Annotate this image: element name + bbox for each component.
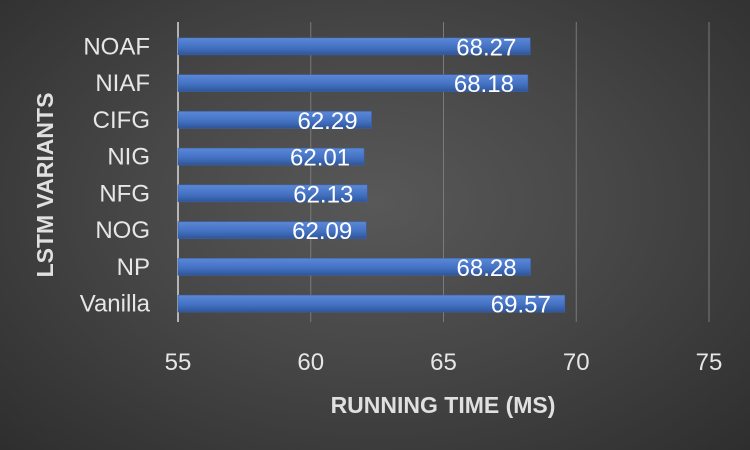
data-label: 62.29 — [297, 108, 357, 135]
category-label: Vanilla — [80, 291, 151, 318]
bar-nig — [177, 147, 365, 166]
data-label: 68.18 — [454, 71, 514, 98]
data-label: 69.57 — [491, 292, 551, 319]
gridlines — [177, 22, 710, 322]
category-label: NIG — [107, 144, 150, 171]
y-axis-title: LSTM VARIANTS — [32, 93, 58, 278]
data-label: 68.28 — [457, 255, 517, 282]
data-label: 68.27 — [456, 34, 516, 61]
x-tick-label: 70 — [563, 349, 590, 376]
category-label: NFG — [99, 180, 150, 207]
bars — [177, 37, 566, 313]
category-label: CIFG — [93, 107, 150, 134]
data-labels: 68.27 68.18 62.29 62.01 62.13 62.09 68.28 69.57 — [290, 34, 551, 318]
category-label: NP — [117, 254, 150, 281]
bar-nog — [177, 221, 367, 239]
data-label: 62.13 — [293, 181, 353, 208]
data-label: 62.09 — [292, 218, 352, 245]
category-label: NOG — [95, 217, 150, 244]
x-tick-label: 60 — [297, 349, 324, 376]
x-tick-labels: 55 60 65 70 75 — [165, 349, 723, 376]
category-label: NOAF — [83, 33, 150, 60]
x-tick-label: 65 — [430, 349, 457, 376]
x-axis-title: RUNNING TIME (MS) — [331, 392, 556, 418]
data-label: 62.01 — [290, 145, 350, 172]
bar-noaf — [177, 37, 531, 56]
bar-nfg — [177, 184, 368, 203]
bar-np — [177, 258, 531, 276]
x-tick-label: 55 — [165, 349, 192, 376]
bar-niaf — [177, 74, 529, 92]
category-labels: NOAF NIAF CIFG NIG NFG NOG NP Vanilla — [80, 33, 151, 317]
x-tick-label: 75 — [696, 349, 723, 376]
bar-cifg — [177, 111, 372, 129]
category-label: NIAF — [95, 70, 150, 97]
bar-vanilla — [177, 294, 566, 313]
